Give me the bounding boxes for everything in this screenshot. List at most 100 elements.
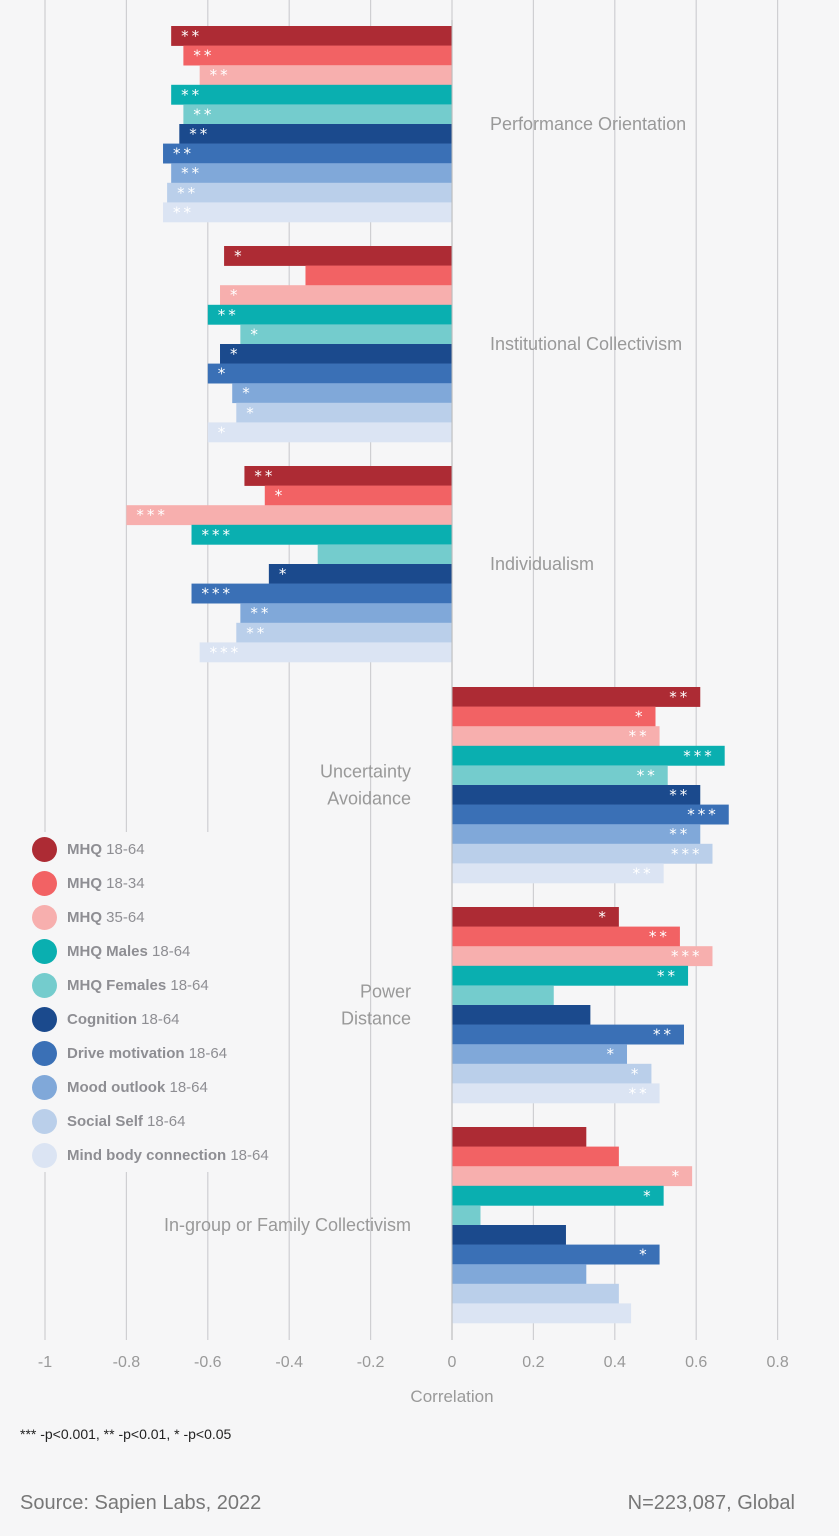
bar [452,985,554,1006]
significance-stars: ** [173,203,194,221]
bar [452,1264,587,1285]
significance-stars: ** [633,864,654,882]
x-tick-label: -0.8 [113,1354,141,1371]
category-label: Performance Orientation [490,114,686,134]
bar [220,344,452,364]
x-tick-label: 0 [448,1354,457,1371]
significance-stars: ** [210,66,231,84]
significance-stars: ** [629,727,650,745]
legend-swatch [32,836,57,862]
bar [452,1166,693,1187]
significance-stars: ** [189,125,210,143]
significance-stars: * [230,286,241,304]
bar [452,1185,664,1206]
significance-stars: * [639,1246,650,1264]
x-tick-label: 0.4 [604,1354,626,1371]
significance-stars: * [598,908,609,926]
significance-stars: * [279,565,290,583]
legend-swatch [32,1108,57,1134]
x-tick-label: -0.2 [357,1354,385,1371]
legend-swatch [32,938,57,964]
x-tick-label: 0.2 [522,1354,544,1371]
bar [452,745,725,766]
bar [452,1146,619,1167]
legend-item: Mood outlook 18-64 [32,1070,269,1104]
bar [207,422,452,443]
legend-swatch [32,870,57,896]
significance-stars: * [631,1065,642,1083]
legend-item: Mind body connection 18-64 [32,1138,269,1172]
bar [207,304,452,325]
significance-stars: ** [173,145,194,163]
legend-label: MHQ 18-34 [67,874,145,892]
significance-stars: ** [181,27,202,45]
bar [199,65,452,86]
significance-stars: *** [210,643,242,661]
significance-stars: *** [136,506,168,524]
legend-swatch [32,904,57,930]
category-label: Distance [341,1009,411,1029]
bar [452,1127,587,1147]
legend-swatch [32,1142,57,1168]
significance-stars: *** [202,585,234,603]
category-label: Individualism [490,554,594,574]
significance-stars: ** [218,306,239,324]
bar [191,524,452,545]
bar [167,182,452,203]
bar [244,466,452,486]
significance-stars: ** [653,1026,674,1044]
significance-stars: ** [629,1084,650,1102]
source-text: Source: Sapien Labs, 2022 [20,1492,262,1514]
bar [317,544,452,565]
legend-label: Cognition 18-64 [67,1010,180,1028]
legend-label: MHQ Females 18-64 [67,976,209,994]
x-tick-label: -0.4 [275,1354,303,1371]
bar [452,907,619,927]
legend-item: MHQ Females 18-64 [32,968,269,1002]
significance-stars: * [635,708,646,726]
significance-stars: * [218,365,229,383]
bar [240,324,452,345]
bar [452,706,656,727]
x-tick-label: 0.8 [766,1354,788,1371]
significance-stars: ** [246,624,267,642]
legend-swatch [32,1074,57,1100]
legend-item: MHQ 18-34 [32,866,269,900]
significance-stars: * [234,247,245,265]
bar [452,863,664,884]
significance-stars: * [230,345,241,363]
legend-label: Mind body connection 18-64 [67,1146,269,1164]
legend-label: MHQ 18-64 [67,840,145,858]
bar [452,1283,619,1304]
bar [171,84,453,105]
bar [452,687,701,707]
bar [452,726,660,747]
bar [179,124,452,144]
significance-stars: ** [250,604,271,622]
significance-footnote: *** -p<0.001, ** -p<0.01, * -p<0.05 [20,1426,232,1442]
legend-item: Cognition 18-64 [32,1002,269,1036]
bar [452,804,729,825]
legend-item: MHQ 18-64 [32,832,269,866]
bar [452,765,668,786]
legend-label: Drive motivation 18-64 [67,1044,228,1062]
bar [240,603,452,624]
bar [452,1244,660,1265]
significance-stars: ** [181,86,202,104]
bar [268,564,452,584]
legend-label: Mood outlook 18-64 [67,1078,208,1096]
bar [224,246,452,266]
bar [452,1024,684,1045]
bar [220,285,452,306]
bar [183,104,452,125]
bar [126,505,453,526]
legend-swatch [32,1040,57,1066]
legend-item: Social Self 18-64 [32,1104,269,1138]
significance-stars: * [246,404,256,422]
bar [452,1083,660,1104]
bar [452,1044,628,1065]
bar [199,642,452,663]
significance-stars: * [607,1045,618,1063]
significance-stars: ** [657,967,678,985]
legend-label: Social Self 18-64 [67,1112,186,1130]
